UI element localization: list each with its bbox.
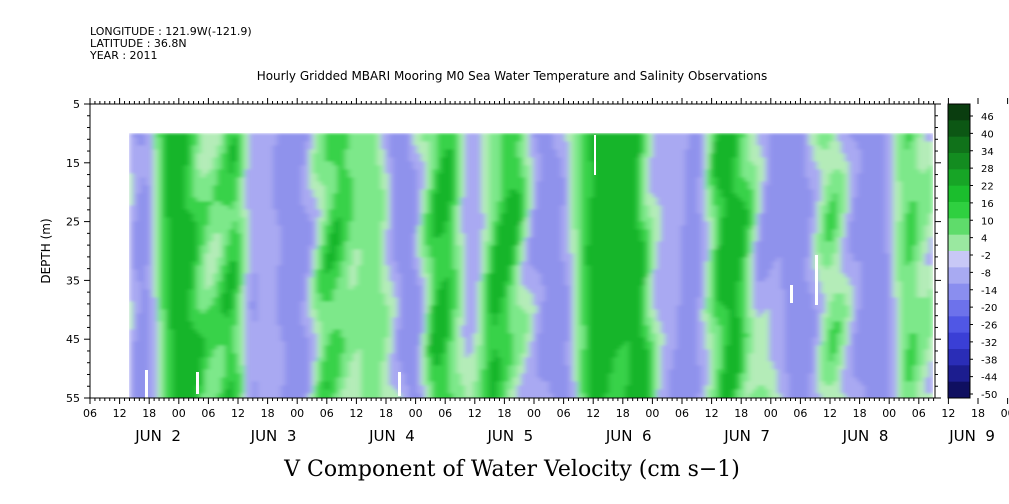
x-day-label: JUN 7	[723, 427, 770, 445]
colorbar-label: 28	[981, 164, 994, 175]
x-hour-label: 00	[764, 407, 778, 420]
x-hour-label: 00	[645, 407, 659, 420]
colorbar-label: -44	[981, 373, 997, 384]
colorbar-label: 22	[981, 182, 994, 193]
colorbar-label: -50	[981, 390, 997, 401]
y-tick-label: 25	[66, 216, 80, 229]
y-tick-label: 55	[66, 392, 80, 405]
y-tick-label: 45	[66, 333, 80, 346]
x-hour-label: 06	[320, 407, 334, 420]
heatmap-field	[129, 133, 934, 402]
year-label: YEAR : 2011	[89, 49, 158, 62]
colorbar-label: -32	[981, 338, 997, 349]
x-hour-label: 06	[83, 407, 97, 420]
x-hour-label: 12	[468, 407, 482, 420]
x-hour-label: 06	[793, 407, 807, 420]
y-tick-label: 35	[66, 274, 80, 287]
colorbar-label: 40	[981, 129, 994, 140]
x-day-label: JUN 6	[605, 427, 652, 445]
x-hour-label: 18	[497, 407, 511, 420]
x-hour-label: 06	[438, 407, 452, 420]
x-hour-label: 12	[113, 407, 127, 420]
x-hour-label: 00	[172, 407, 186, 420]
colorbar-label: 10	[981, 216, 994, 227]
x-day-label: JUN 3	[250, 427, 297, 445]
x-hour-label: 12	[941, 407, 955, 420]
colorbar-label: 34	[981, 147, 994, 158]
colorbar-label: -26	[981, 321, 997, 332]
x-hour-label: 12	[823, 407, 837, 420]
x-hour-label: 18	[971, 407, 985, 420]
x-axis: 06 12 18 00 06 12 18 00 06 12 18 00 06 12 18 00 06 12 18 00…	[83, 398, 1009, 445]
colorbar-label: -20	[981, 303, 997, 314]
x-hour-label: 12	[705, 407, 719, 420]
colorbar: 46 40 34 28 22 16 10 4 -2 -8 -14 -20 -26 -32 -38 -44 -50	[948, 104, 997, 401]
x-hour-label: 00	[290, 407, 304, 420]
x-hour-label: 18	[261, 407, 275, 420]
y-tick-label: 5	[73, 98, 80, 111]
x-hour-label: 18	[379, 407, 393, 420]
x-hour-label: 00	[882, 407, 896, 420]
x-hour-label: 00	[1001, 407, 1009, 420]
x-axis-title: V Component of Water Velocity (cm s−1)	[283, 457, 740, 482]
colorbar-label: 16	[981, 199, 994, 210]
x-hour-label: 12	[586, 407, 600, 420]
colorbar-label: -8	[981, 268, 991, 279]
x-hour-label: 18	[616, 407, 630, 420]
x-hour-label: 06	[557, 407, 571, 420]
x-hour-label: 12	[349, 407, 363, 420]
x-day-label: JUN 4	[368, 427, 415, 445]
frame-ticks	[90, 98, 1009, 104]
colorbar-label: -14	[981, 286, 997, 297]
x-hour-label: 12	[231, 407, 245, 420]
colorbar-label: -38	[981, 355, 997, 366]
chart-title: Hourly Gridded MBARI Mooring M0 Sea Wate…	[257, 69, 768, 83]
x-hour-label: 06	[912, 407, 926, 420]
y-axis-title: DEPTH (m)	[39, 218, 53, 283]
x-day-label: JUN 5	[486, 427, 533, 445]
x-day-label: JUN 8	[842, 427, 889, 445]
x-hour-label: 00	[409, 407, 423, 420]
y-tick-label: 15	[66, 157, 80, 170]
x-day-label: JUN 9	[948, 427, 995, 445]
x-hour-label: 18	[142, 407, 156, 420]
x-hour-label: 00	[527, 407, 541, 420]
x-hour-label: 18	[853, 407, 867, 420]
x-hour-label: 06	[675, 407, 689, 420]
colorbar-label: 46	[981, 112, 994, 123]
colorbar-label: 4	[981, 234, 987, 245]
colorbar-label: -2	[981, 251, 991, 262]
x-hour-label: 06	[201, 407, 215, 420]
x-hour-label: 18	[734, 407, 748, 420]
x-day-label: JUN 2	[134, 427, 181, 445]
